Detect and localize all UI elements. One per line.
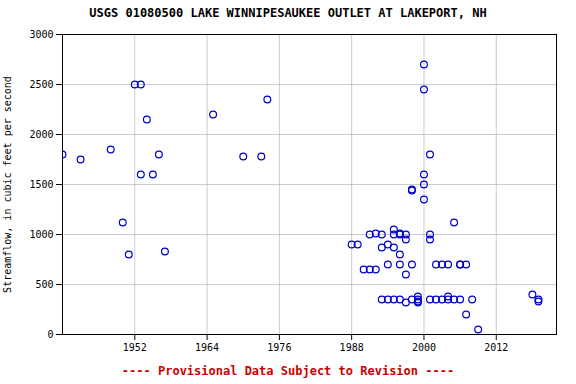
svg-text:500: 500 [35,279,53,290]
svg-text:2012: 2012 [484,342,508,353]
html-text:USGS 01080500 LAKE WINNIPESAUK: USGS 01080500 LAKE WINNIPESAUKEE OUTLET … [89,6,487,20]
svg-text:0: 0 [47,329,53,340]
html-text:---- Provisional Data Subject: ---- Provisional Data Subject to Revisio… [121,364,455,378]
svg-text:1000: 1000 [29,229,53,240]
svg-text:Streamflow, in cubic feet per: Streamflow, in cubic feet per second [2,76,13,293]
svg-text:1952: 1952 [123,342,147,353]
svg-text:1964: 1964 [195,342,219,353]
svg-text:1976: 1976 [267,342,291,353]
svg-text:3000: 3000 [29,29,53,40]
svg-text:2000: 2000 [29,129,53,140]
svg-text:1500: 1500 [29,179,53,190]
svg-text:1988: 1988 [340,342,364,353]
svg-text:2000: 2000 [412,342,436,353]
svg-text:2500: 2500 [29,79,53,90]
